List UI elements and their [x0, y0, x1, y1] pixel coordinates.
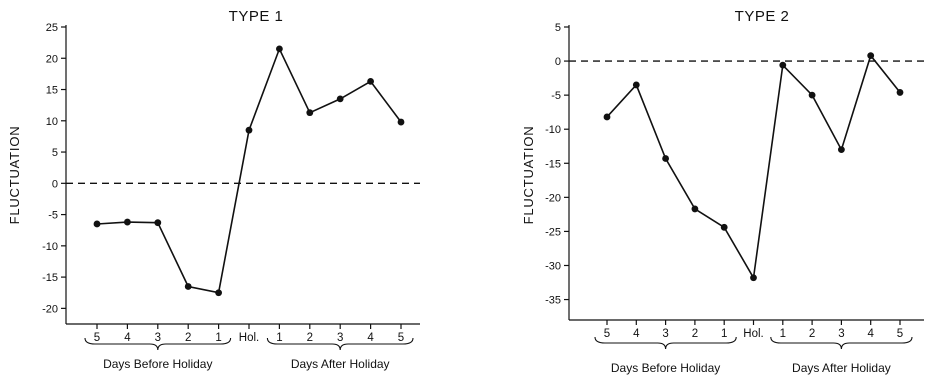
y-tick-label: 5 [52, 147, 58, 159]
data-point [662, 155, 669, 162]
x-tick-label: 5 [897, 328, 903, 340]
group-label: Days Before Holiday [103, 357, 212, 371]
data-point [276, 45, 283, 53]
y-tick-label: -10 [42, 241, 58, 253]
y-tick-label: -15 [42, 272, 58, 284]
y-tick-label: -20 [545, 192, 561, 204]
data-point [397, 118, 405, 126]
data-point [808, 91, 816, 99]
x-tick-label: 4 [867, 328, 874, 340]
x-tick-label: 1 [780, 328, 786, 340]
x-tick-label: 3 [155, 332, 161, 344]
y-tick-label: 15 [46, 85, 58, 97]
group-label: Days After Holiday [291, 357, 390, 371]
series-line [606, 53, 901, 281]
x-tick-label: 3 [337, 332, 343, 344]
chart-type-2: TYPE 2 FLUCTUATION 5 0 -5 -10 -15 -20 -25 -30 -3… [521, 8, 924, 375]
y-tick-label: 25 [46, 22, 58, 34]
x-tick-label: 1 [721, 328, 727, 340]
chart-type-1: TYPE 1 FLUCTUATION 2520151050-5-10-15-20… [7, 8, 420, 371]
y-tick-label: -15 [545, 158, 561, 170]
data-point [215, 289, 223, 297]
y-axis-label: FLUCTUATION [7, 126, 22, 225]
data-point [691, 205, 699, 213]
data-point [336, 95, 344, 103]
x-tick-label: 2 [185, 332, 191, 344]
y-axis-label: FLUCTUATION [521, 126, 536, 225]
x-tick-label: 1 [276, 332, 282, 344]
data-point [603, 113, 611, 121]
y-tick-label: 0 [52, 178, 58, 190]
x-tick-label: 4 [633, 328, 640, 340]
group-brace [770, 336, 913, 350]
chart-title: TYPE 2 [735, 8, 790, 25]
y-tick-label: -10 [545, 124, 561, 136]
x-tick-label: 4 [124, 332, 131, 344]
x-tick-label: 2 [307, 332, 313, 344]
data-point [867, 52, 875, 60]
group-brace [266, 337, 414, 351]
group-label: Days After Holiday [792, 361, 891, 375]
data-point [124, 218, 131, 226]
y-tick-label: 5 [555, 22, 561, 34]
x-tick-label: 5 [398, 332, 404, 344]
data-point [896, 89, 904, 96]
y-tick-label: -20 [42, 303, 58, 315]
x-tick-label: Hol. [743, 328, 763, 340]
y-tick-label: -30 [545, 260, 561, 272]
y-tick-label: 20 [46, 53, 58, 65]
data-point [154, 219, 162, 227]
data-point [93, 220, 101, 228]
data-point [750, 274, 757, 282]
y-tick-label: -5 [48, 210, 58, 222]
data-point [632, 81, 640, 89]
group-brace [594, 336, 737, 350]
group-label: Days Before Holiday [611, 361, 720, 375]
series-line [96, 46, 402, 294]
chart-title: TYPE 1 [229, 8, 284, 25]
y-tick-label: 10 [46, 116, 58, 128]
data-point [184, 283, 192, 290]
x-tick-label: 4 [367, 332, 374, 344]
x-tick-label: 3 [662, 328, 668, 340]
x-tick-label: 5 [604, 328, 610, 340]
data-point [720, 223, 728, 231]
data-point [245, 126, 253, 134]
x-tick-label: 1 [215, 332, 221, 344]
data-point [838, 146, 845, 154]
y-tick-label: -25 [545, 226, 561, 238]
data-point [367, 77, 374, 85]
x-tick-label: 3 [838, 328, 844, 340]
y-tick-label: 0 [555, 56, 561, 68]
y-tick-label: -5 [551, 90, 561, 102]
x-tick-label: 5 [94, 332, 100, 344]
x-tick-label: 2 [809, 328, 815, 340]
y-tick-label: -35 [545, 295, 561, 307]
group-brace [84, 337, 232, 351]
data-point [306, 109, 314, 117]
x-tick-label: Hol. [239, 332, 259, 344]
data-point [779, 61, 787, 69]
x-tick-label: 2 [692, 328, 698, 340]
